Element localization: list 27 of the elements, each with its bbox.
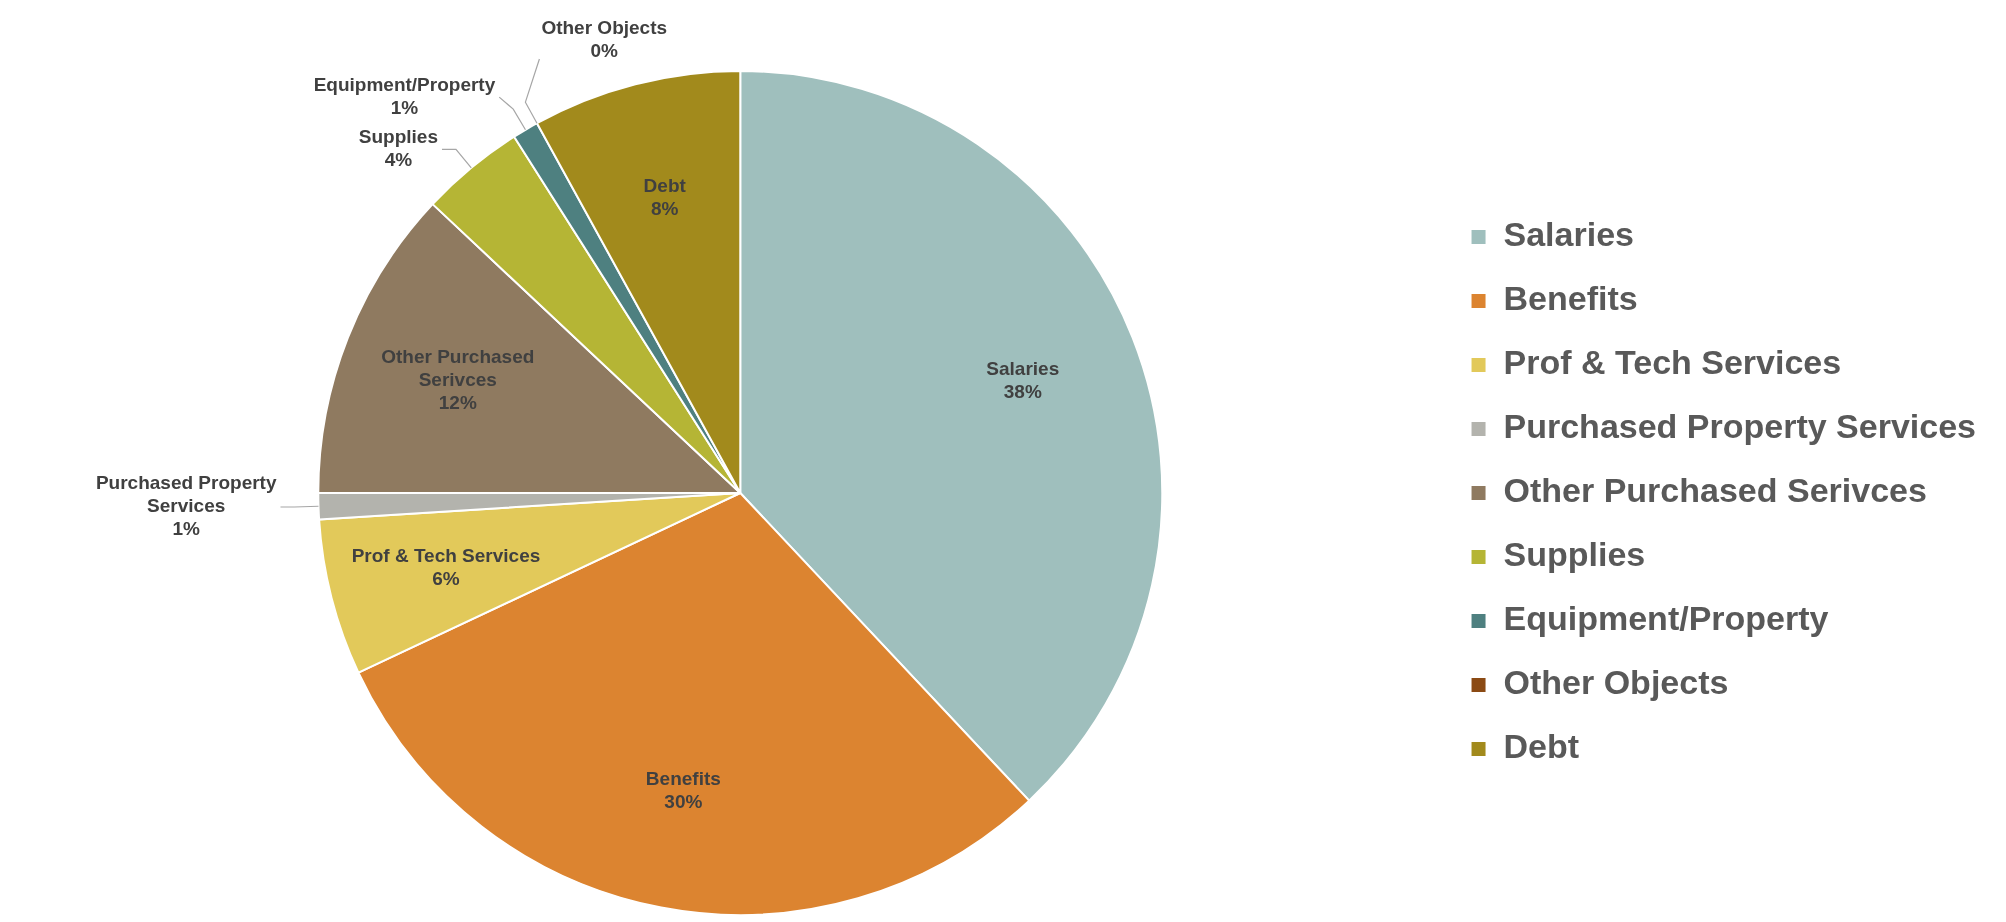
data-label: 1%: [172, 518, 201, 540]
slice-label: Supplies: [358, 126, 438, 148]
legend-label: Supplies: [1503, 535, 1646, 574]
legend-label: Purchased Property Services: [1503, 407, 1976, 446]
data-label: 8%: [650, 198, 679, 220]
data-label: 12%: [438, 392, 477, 414]
data-label: 38%: [1003, 380, 1042, 402]
slice-label: Debt: [643, 175, 687, 197]
slice-label: Equipment/Property: [313, 73, 496, 95]
legend-label: Salaries: [1503, 215, 1634, 254]
slice-label: Benefits: [645, 768, 721, 790]
data-label: 1%: [390, 96, 419, 118]
legend-label: Other Purchased Serivces: [1503, 471, 1927, 510]
legend-label: Prof & Tech Services: [1503, 343, 1842, 382]
category-label: Other Objects: [541, 16, 668, 38]
text: 0%: [590, 39, 618, 61]
data-label: 4%: [384, 149, 413, 171]
legend-label: Debt: [1503, 727, 1580, 766]
legend-label: Equipment/Property: [1503, 599, 1829, 638]
data-label: 6%: [432, 568, 460, 590]
slice-label: Other Purchased Serivces: [381, 346, 535, 391]
slice-label: Purchased Property Services: [95, 472, 277, 517]
data-label: 30%: [664, 791, 703, 813]
legend-label: Benefits: [1503, 279, 1638, 318]
slice-label: Salaries: [986, 357, 1060, 379]
legend-label: Other Objects: [1503, 663, 1729, 702]
slice-label: Prof & Tech Services: [351, 545, 541, 567]
